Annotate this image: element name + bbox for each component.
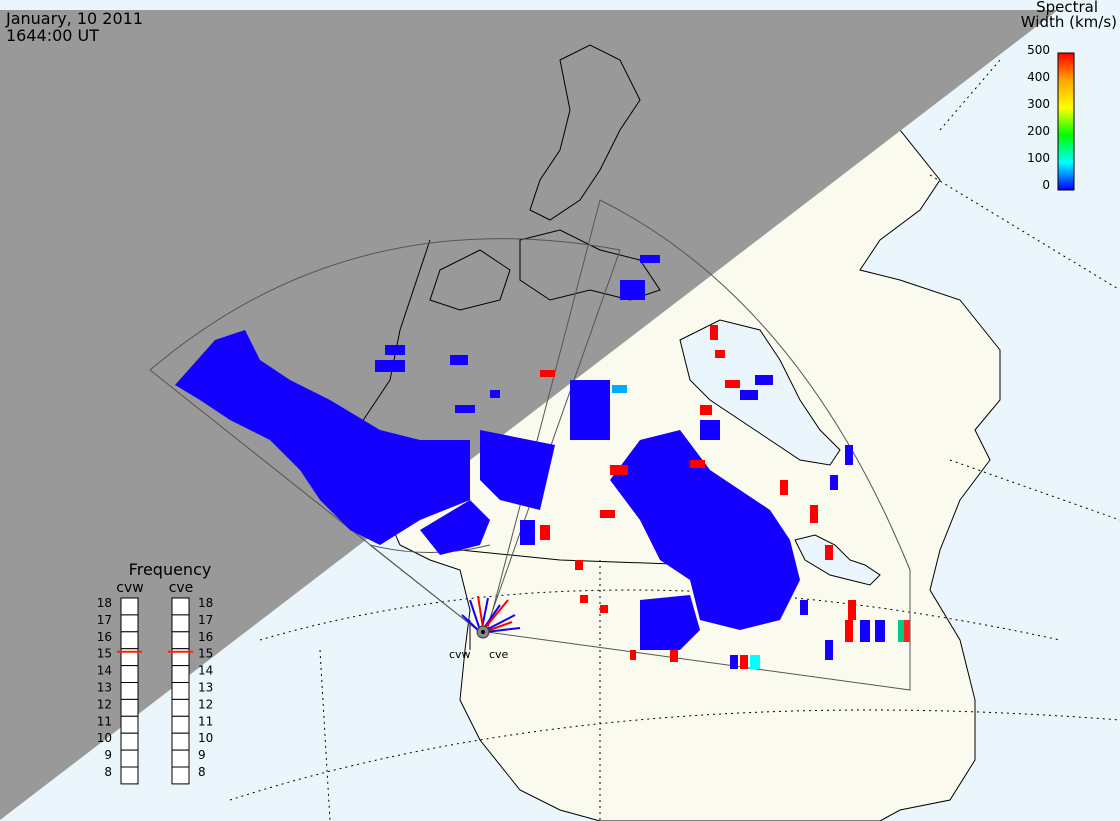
great-lakes [794, 534, 881, 586]
cvw-scale-10: 10 [97, 731, 112, 745]
scatter-cvw [175, 255, 660, 555]
colorbar-gradient [1057, 52, 1075, 191]
scatter-mid-width [612, 385, 910, 669]
frequency-title: Frequency [129, 560, 212, 579]
cvw-scale-17: 17 [97, 613, 112, 627]
radar-fov [149, 199, 911, 691]
cve-scale-15: 15 [198, 647, 213, 661]
cve-cell-11 [171, 715, 190, 734]
cvw-scale-9: 9 [104, 748, 112, 762]
cb-tick-0: 0 [1042, 178, 1050, 192]
scatter-near-field-red [477, 595, 513, 632]
cve-scale-9: 9 [198, 748, 206, 762]
cve-cell-12 [171, 698, 190, 717]
cve-scale-8: 8 [198, 765, 206, 779]
cvw-cell-13 [120, 682, 139, 700]
cve-cell-10 [171, 732, 190, 751]
cb-tick-200: 200 [1027, 124, 1050, 138]
radar-label-cve: cve [489, 648, 509, 661]
night-shading [0, 10, 1058, 820]
cvw-scale-14: 14 [97, 664, 112, 678]
cve-cell-14 [171, 665, 190, 683]
scatter-near-field [461, 597, 521, 633]
scatter-high-width [540, 325, 856, 669]
colorbar-title-1: Spectral [1036, 0, 1098, 16]
scatter-cve [610, 375, 885, 669]
frequency-panel: Frequency cvw cve 18 17 16 15 14 13 12 11 10 9 8 1… [97, 560, 213, 785]
cvw-cell-11 [120, 715, 139, 734]
cve-cell-13 [171, 682, 190, 700]
cvw-scale-11: 11 [97, 714, 112, 728]
cvw-cell-18 [120, 597, 139, 616]
cve-scale-11: 11 [198, 714, 213, 728]
cve-cell-17 [171, 614, 190, 633]
colorbar: Spectral Width (km/s) 500 400 300 200 10… [1021, 0, 1117, 192]
cve-scale-17: 17 [198, 613, 213, 627]
frequency-label-cvw: cvw [116, 580, 143, 596]
cvw-scale-18: 18 [97, 596, 112, 610]
cve-cell-8 [171, 766, 190, 785]
cvw-cell-10 [120, 732, 139, 751]
colorbar-title-2: Width (km/s) [1021, 13, 1117, 31]
cve-scale-14: 14 [198, 664, 213, 678]
cb-tick-400: 400 [1027, 70, 1050, 84]
cve-cell-9 [171, 749, 190, 768]
cvw-scale-15: 15 [97, 647, 112, 661]
cb-tick-500: 500 [1027, 43, 1050, 57]
cvw-cell-8 [120, 766, 139, 785]
radar-label-cvw: cvw [449, 648, 471, 661]
cve-scale-16: 16 [198, 630, 213, 644]
cvw-cell-14 [120, 665, 139, 683]
frequency-label-cve: cve [169, 580, 194, 596]
cvw-scale-12: 12 [97, 697, 112, 711]
cvw-scale-16: 16 [97, 630, 112, 644]
cve-scale-13: 13 [198, 681, 213, 695]
cvw-scale-13: 13 [97, 681, 112, 695]
lat-lon-grid [229, 59, 1120, 821]
cvw-cell-12 [120, 698, 139, 717]
cb-tick-300: 300 [1027, 97, 1050, 111]
cve-scale-12: 12 [198, 697, 213, 711]
cvw-cell-9 [120, 749, 139, 768]
cve-scale-18: 18 [198, 596, 213, 610]
cvw-cell-17 [120, 614, 139, 633]
time-label: 1644:00 UT [6, 26, 99, 45]
date-label: January, 10 2011 [5, 9, 143, 28]
cb-tick-100: 100 [1027, 151, 1050, 165]
cve-cell-18 [171, 597, 190, 616]
cve-cell-16 [171, 631, 190, 650]
frequency-bar-cvw: 18 17 16 15 14 13 12 11 10 9 8 [97, 596, 142, 785]
cve-scale-10: 10 [198, 731, 213, 745]
cvw-scale-8: 8 [104, 765, 112, 779]
frequency-bar-cve: 18 17 16 15 14 13 12 11 10 9 8 [168, 596, 213, 785]
cvw-cell-16 [120, 631, 139, 650]
